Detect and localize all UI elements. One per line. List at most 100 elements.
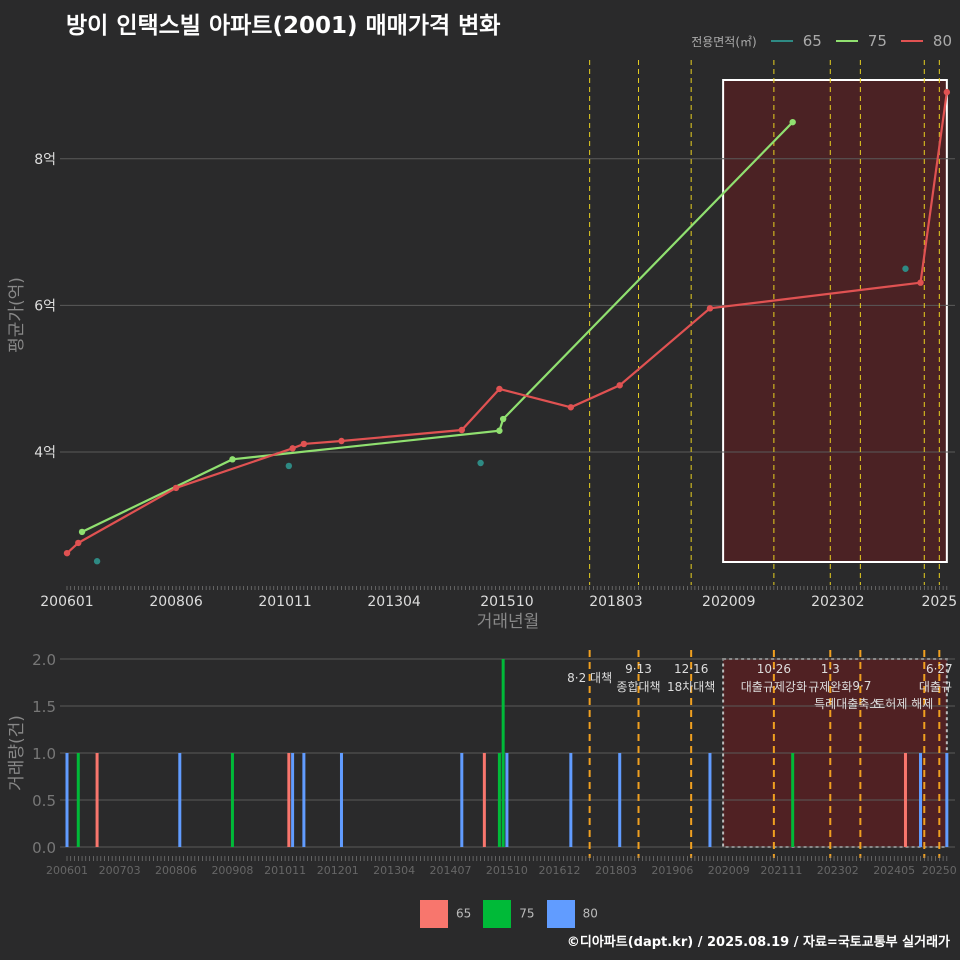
x-tick-label: 201510 [486, 864, 528, 877]
bottom-legend: 65 75 80 [420, 900, 598, 928]
y-tick-label: 6억 [34, 298, 56, 314]
x-tick-label: 202302 [811, 594, 864, 610]
x-tick-label: 202405 [873, 864, 915, 877]
bar-80 [302, 753, 306, 847]
bar-65 [903, 753, 907, 847]
data-point-80 [706, 305, 714, 312]
y-tick-label: 2.0 [32, 651, 56, 669]
data-point-65 [477, 459, 484, 467]
annotation-label: 대출규 [919, 680, 952, 694]
annotation-label: 특례대출축소 [814, 697, 880, 711]
data-point-75 [229, 456, 236, 463]
y-tick-label: 1.5 [32, 698, 56, 716]
chart-title: 방이 인택스빌 아파트(2001) 매매가격 변화 [66, 13, 501, 39]
annotation-label: 18차대책 [667, 679, 715, 694]
bar-65 [287, 753, 291, 847]
data-point-80 [943, 88, 951, 96]
y-tick-label: 0.0 [32, 839, 56, 857]
x-tick-label: 201612 [539, 864, 581, 877]
annotation-date: 6·27 [926, 662, 953, 676]
y-tick-label: 4억 [34, 445, 56, 461]
annotation-label: 8·2 대책 [567, 670, 612, 685]
annotation-date: 9·7 [852, 679, 871, 693]
x-tick-label: 201011 [258, 594, 311, 610]
annotation-label: 대출규제강화 [741, 680, 807, 694]
annotation-label: 토허제 해제 [874, 697, 933, 711]
x-tick-label: 201201 [317, 864, 359, 877]
x-tick-label: 201906 [651, 864, 693, 877]
bar-80 [945, 753, 949, 847]
x-tick-label: 202009 [708, 864, 750, 877]
y-tick-label: 8억 [34, 152, 56, 168]
data-point-80 [917, 279, 924, 286]
legend-swatch-75 [835, 40, 858, 42]
x-tick-label: 202302 [817, 864, 859, 877]
x-tick-label: 201407 [430, 864, 472, 877]
data-point-80 [172, 484, 180, 492]
legend-label-65: 65 [802, 32, 822, 50]
x-tick-label: 201510 [480, 594, 533, 610]
bar-75 [791, 753, 795, 847]
data-point-80 [75, 539, 82, 547]
data-point-65 [902, 265, 909, 272]
legend-title: 전용면적(㎡) [691, 34, 757, 49]
bar-80 [919, 753, 923, 847]
annotation-date: 10·26 [757, 662, 791, 676]
bar-80 [618, 753, 622, 847]
annotation-date: 12·16 [674, 662, 708, 676]
legend-label-75: 75 [867, 32, 887, 50]
series-line-75 [81, 121, 794, 533]
bar-80 [339, 753, 343, 847]
highlight-box [722, 79, 948, 563]
x-tick-label: 200806 [155, 864, 197, 877]
x-tick-label: 202009 [702, 594, 755, 610]
bar-80 [291, 753, 295, 847]
data-point-80 [338, 437, 345, 445]
x-tick-label: 200908 [211, 864, 253, 877]
data-point-75 [496, 427, 503, 434]
bar-75 [76, 753, 80, 847]
x-tick-label: 200703 [99, 864, 141, 877]
bar-80 [505, 753, 509, 847]
x-tick-label: 201011 [264, 864, 306, 877]
x-tick-label: 201803 [595, 864, 637, 877]
data-point-80 [458, 426, 465, 434]
x-tick-label: 201304 [367, 594, 421, 610]
x-tick-label: 200601 [46, 864, 88, 877]
bar-80 [65, 753, 69, 847]
legend-item-80: 80 [546, 900, 598, 928]
data-point-80 [63, 549, 71, 557]
annotation-date: 1·3 [821, 662, 840, 676]
legend-swatch-65 [770, 40, 793, 42]
data-point-75 [78, 528, 86, 536]
top-legend: 전용면적(㎡) 65 75 80 [691, 32, 952, 50]
bar-80 [178, 753, 182, 847]
data-point-80 [289, 445, 296, 452]
data-point-80 [616, 382, 623, 389]
x-tick-label: 202111 [760, 864, 802, 877]
y-tick-label: 1.0 [32, 745, 56, 763]
bar-75 [230, 753, 234, 847]
data-point-75 [499, 415, 507, 423]
legend-item-65: 65 [420, 900, 471, 928]
y-axis-title: 거래량(건) [7, 715, 27, 791]
footer-credit: ©디아파트(dapt.kr) / 2025.08.19 / 자료=국토교통부 실… [566, 935, 950, 950]
annotation-label: 규제완화 [808, 680, 852, 694]
y-tick-label: 0.5 [32, 792, 56, 810]
x-axis-title: 거래년월 [477, 612, 540, 632]
data-point-75 [789, 118, 796, 126]
x-tick-label: 201803 [589, 594, 642, 610]
x-tick-label: 201304 [373, 864, 415, 877]
data-point-80 [300, 440, 308, 448]
annotation-date: 9·13 [625, 662, 652, 676]
x-tick-label: 20250 [922, 864, 957, 877]
bar-75 [501, 659, 505, 847]
bar-65 [482, 753, 486, 847]
x-tick-label: 2025 [921, 594, 957, 610]
bar-80 [460, 753, 464, 847]
legend-swatch-80 [900, 40, 923, 42]
annotation-label: 종합대책 [616, 679, 660, 694]
legend-label-80: 80 [932, 32, 952, 50]
bar-75 [497, 753, 501, 847]
